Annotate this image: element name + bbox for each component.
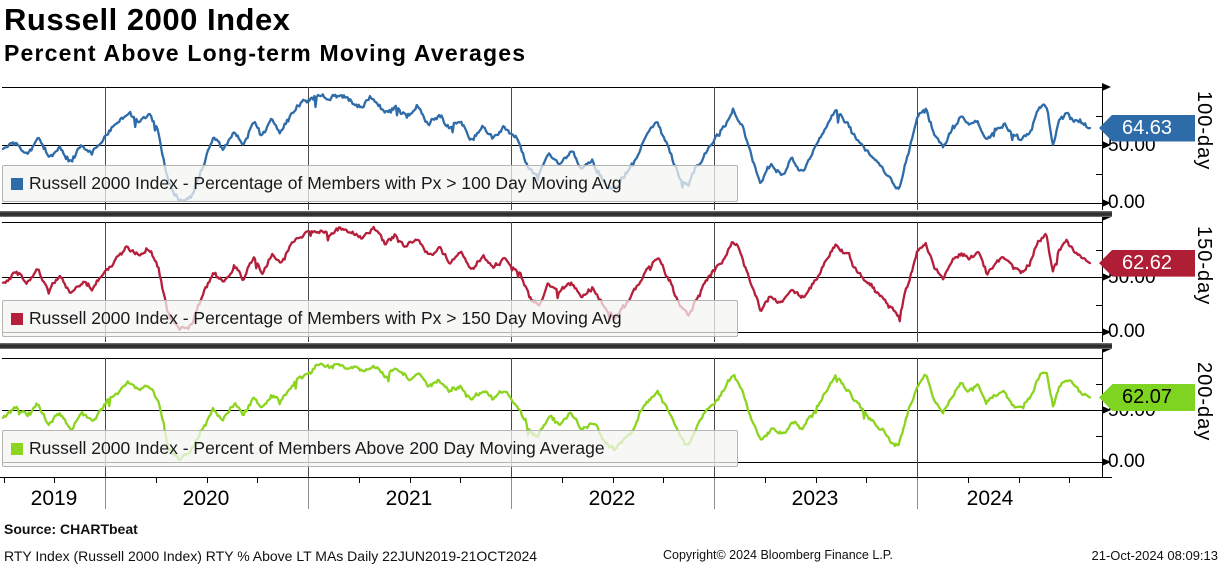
gridline-year bbox=[308, 87, 309, 210]
y-axis-label-0: 0.00 bbox=[1108, 192, 1145, 213]
gridline-year bbox=[714, 87, 715, 210]
gridline-year bbox=[714, 358, 715, 477]
x-axis-quarter-tick bbox=[3, 478, 5, 483]
x-axis-year-label: 2019 bbox=[30, 487, 78, 510]
legend-label: Russell 2000 Index - Percentage of Membe… bbox=[29, 173, 622, 193]
x-axis-year-label: 2020 bbox=[182, 487, 230, 510]
panel-200-day: Russell 2000 Index - Percent of Members … bbox=[0, 345, 1224, 481]
y-axis-arrow-tick-icon bbox=[1102, 213, 1111, 221]
y-axis-arrow-tick-icon bbox=[1102, 273, 1111, 281]
panel-side-label: 100-day bbox=[1193, 91, 1215, 171]
last-value-badge: 62.62 bbox=[1099, 249, 1195, 277]
gridline-year bbox=[714, 222, 715, 342]
x-axis-quarter-tick bbox=[358, 478, 360, 483]
y-axis-minor-tick bbox=[1096, 249, 1103, 251]
y-axis-label-0: 0.00 bbox=[1108, 321, 1145, 342]
legend-label: Russell 2000 Index - Percent of Members … bbox=[29, 438, 605, 458]
gridline-100 bbox=[2, 358, 1102, 359]
x-axis-quarter-tick bbox=[866, 478, 868, 483]
footer-copyright: Copyright© 2024 Bloomberg Finance L.P. bbox=[663, 548, 893, 562]
y-axis-arrow-tick-icon bbox=[1102, 406, 1111, 414]
legend-label: Russell 2000 Index - Percentage of Membe… bbox=[29, 308, 622, 328]
gridline-year bbox=[511, 87, 512, 210]
x-axis-quarter-tick bbox=[612, 478, 614, 483]
y-axis-arrow-tick-icon bbox=[1102, 328, 1111, 336]
x-axis-quarter-tick bbox=[155, 478, 157, 483]
page-title: Russell 2000 Index bbox=[4, 2, 291, 37]
x-axis-year-label: 2023 bbox=[791, 487, 839, 510]
legend-swatch-icon bbox=[11, 177, 23, 190]
panel-100-day: Russell 2000 Index - Percentage of Membe… bbox=[0, 83, 1224, 214]
y-axis-arrow-tick-icon bbox=[1102, 199, 1111, 207]
gridline-50 bbox=[2, 410, 1102, 411]
gridline-year bbox=[105, 358, 106, 477]
y-axis-arrow-tick-icon bbox=[1102, 83, 1111, 91]
legend-swatch-icon bbox=[11, 442, 23, 455]
panel-side-label: 150-day bbox=[1193, 226, 1215, 306]
x-axis-quarter-tick bbox=[561, 478, 563, 483]
x-axis-year-divider bbox=[105, 478, 106, 509]
y-axis-minor-tick bbox=[1096, 436, 1103, 437]
gridline-year bbox=[308, 358, 309, 477]
legend-swatch-icon bbox=[11, 312, 23, 325]
x-axis-quarter-tick bbox=[967, 478, 969, 483]
panel-separator bbox=[0, 211, 1112, 217]
x-axis-quarter-tick bbox=[409, 478, 411, 483]
y-axis-minor-tick bbox=[1096, 116, 1103, 117]
gridline-year bbox=[308, 222, 309, 342]
last-value-badge: 64.63 bbox=[1099, 114, 1195, 142]
legend-box: Russell 2000 Index - Percentage of Membe… bbox=[2, 300, 738, 337]
y-axis-minor-tick bbox=[1096, 384, 1103, 385]
y-axis-minor-tick bbox=[1096, 174, 1103, 175]
legend-box: Russell 2000 Index - Percentage of Membe… bbox=[2, 165, 738, 202]
panel-separator bbox=[0, 343, 1112, 349]
panel-side-label: 200-day bbox=[1193, 362, 1215, 442]
gridline-year bbox=[511, 222, 512, 342]
y-axis-minor-tick bbox=[1096, 304, 1103, 306]
panel-150-day: Russell 2000 Index - Percentage of Membe… bbox=[0, 213, 1224, 346]
gridline-year bbox=[917, 222, 918, 342]
gridline-100 bbox=[2, 87, 1102, 88]
x-axis-quarter-tick bbox=[663, 478, 665, 483]
gridline-year bbox=[105, 222, 106, 342]
x-axis-quarter-tick bbox=[1069, 478, 1071, 483]
x-axis-quarter-tick bbox=[257, 478, 259, 483]
legend-box: Russell 2000 Index - Percent of Members … bbox=[2, 430, 738, 467]
x-axis-quarter-tick bbox=[764, 478, 766, 483]
x-axis-quarter-tick bbox=[1018, 478, 1020, 483]
x-axis-year-divider bbox=[714, 478, 715, 509]
gridline-year bbox=[917, 87, 918, 210]
gridline-0 bbox=[2, 203, 1102, 204]
footer-datetime: 21-Oct-2024 08:09:13 bbox=[1091, 548, 1218, 563]
x-axis-quarter-tick bbox=[206, 478, 208, 483]
source-line: Source: CHARTbeat bbox=[4, 521, 138, 537]
page-subtitle: Percent Above Long-term Moving Averages bbox=[4, 40, 527, 66]
gridline-year bbox=[511, 358, 512, 477]
gridline-50 bbox=[2, 277, 1102, 278]
gridline-year bbox=[917, 358, 918, 477]
y-axis-arrow-tick-icon bbox=[1102, 345, 1111, 353]
gridline-100 bbox=[2, 222, 1102, 223]
last-value-badge: 62.07 bbox=[1099, 383, 1195, 411]
gridline-50 bbox=[2, 145, 1102, 146]
x-axis-year-label: 2022 bbox=[588, 487, 636, 510]
x-axis-quarter-tick bbox=[54, 478, 56, 483]
footer-description: RTY Index (Russell 2000 Index) RTY % Abo… bbox=[4, 548, 538, 564]
x-axis-quarter-tick bbox=[815, 478, 817, 483]
x-axis-year-label: 2024 bbox=[966, 487, 1014, 510]
x-axis-year-label: 2021 bbox=[385, 487, 433, 510]
y-axis-arrow-tick-icon bbox=[1102, 458, 1111, 466]
x-axis-year-divider bbox=[511, 478, 512, 509]
x-axis-year-divider bbox=[917, 478, 918, 509]
x-axis-year-divider bbox=[308, 478, 309, 509]
gridline-year bbox=[105, 87, 106, 210]
y-axis-arrow-tick-icon bbox=[1102, 141, 1111, 149]
x-axis-quarter-tick bbox=[460, 478, 462, 483]
x-axis: 2019 2020 2021 2022 2023 2024 bbox=[0, 477, 1112, 516]
y-axis-label-0: 0.00 bbox=[1108, 451, 1145, 472]
